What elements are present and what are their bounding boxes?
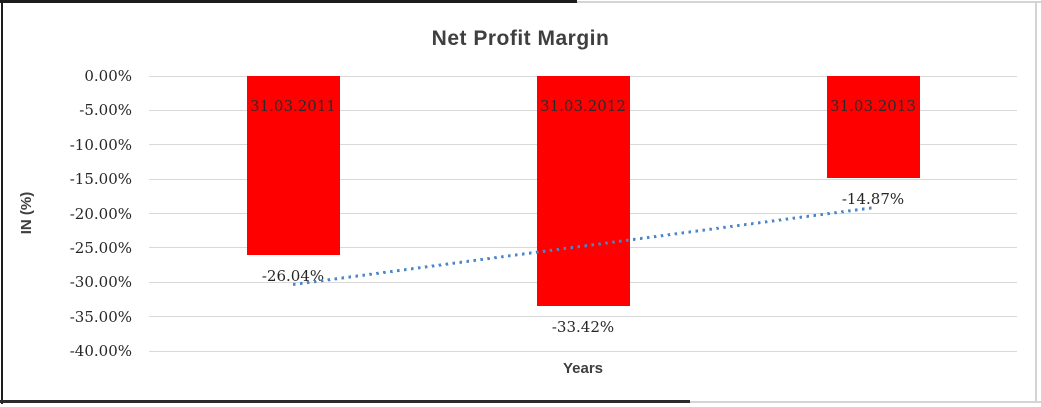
bar-value-label: -14.87% xyxy=(841,190,905,209)
bar-category-label: 31.03.2013 xyxy=(830,97,916,115)
y-axis-tick-label: -10.00% xyxy=(69,135,132,154)
frame-top-light-line xyxy=(577,1,1041,3)
frame-right-light-line xyxy=(1035,1,1037,403)
bar-value-label: -33.42% xyxy=(551,317,615,336)
y-axis-tick-label: -20.00% xyxy=(69,204,132,223)
bar xyxy=(536,76,630,306)
gridline xyxy=(149,316,1017,318)
y-axis-tick-label: -30.00% xyxy=(69,273,132,292)
frame-left-dark-line xyxy=(1,0,3,404)
y-axis-tick-label: 0.00% xyxy=(84,67,132,85)
y-axis-tick-label: -35.00% xyxy=(69,307,132,326)
frame-bottom-light-line xyxy=(690,401,1041,403)
gridline xyxy=(149,350,1017,352)
chart-title: Net Profit Margin xyxy=(431,27,610,50)
y-axis-tick-label: -5.00% xyxy=(79,101,132,120)
y-axis-tick-label: -15.00% xyxy=(69,170,132,189)
y-axis-tick-label: -25.00% xyxy=(69,238,132,257)
x-axis-title: Years xyxy=(562,360,604,377)
frame-top-dark-line xyxy=(0,0,577,3)
bar-category-label: 31.03.2012 xyxy=(540,97,626,115)
bar xyxy=(826,76,920,179)
y-axis-tick-label: -40.00% xyxy=(69,342,132,360)
bar-category-label: 31.03.2011 xyxy=(250,97,336,115)
frame-bottom-dark-line xyxy=(0,400,690,403)
bar xyxy=(246,76,340,256)
